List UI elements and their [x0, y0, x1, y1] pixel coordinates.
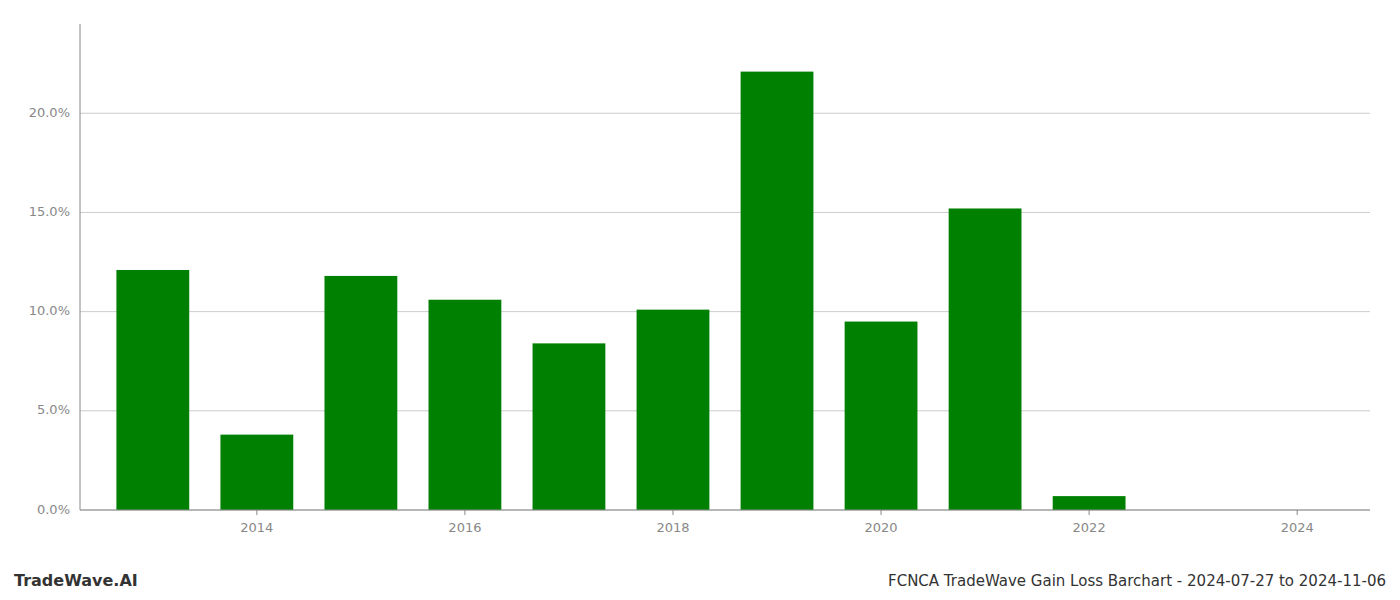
bars [116, 72, 1125, 510]
x-tick-label: 2014 [240, 520, 273, 535]
x-axis-line [80, 510, 1370, 511]
x-tick [256, 510, 257, 515]
watermark: TradeWave.AI [14, 571, 138, 590]
x-tick-label: 2022 [1073, 520, 1106, 535]
background [0, 0, 1400, 600]
bar [741, 72, 814, 510]
y-axis: 0.0% 5.0% 10.0% 15.0% 20.0% [29, 105, 70, 517]
grid-line [80, 311, 1370, 312]
grid [80, 113, 1370, 510]
x-tick-label: 2018 [656, 520, 689, 535]
y-tick-label: 20.0% [29, 105, 70, 120]
bar [845, 322, 918, 510]
x-axis: 2014 2016 2018 2020 2022 2024 [80, 510, 1370, 535]
y-tick-label: 10.0% [29, 303, 70, 318]
bar [324, 276, 397, 510]
grid-line [80, 212, 1370, 213]
y-axis-line [80, 24, 81, 510]
bar [220, 435, 293, 510]
y-tick-label: 15.0% [29, 204, 70, 219]
x-tick-label: 2024 [1281, 520, 1314, 535]
x-tick [464, 510, 465, 515]
bar [637, 310, 710, 510]
x-tick [672, 510, 673, 515]
x-tick [1297, 510, 1298, 515]
grid-line [80, 113, 1370, 114]
bar [429, 300, 502, 510]
title: FCNCA TradeWave Gain Loss Barchart - 202… [888, 572, 1386, 590]
x-tick [1089, 510, 1090, 515]
y-tick-label: 0.0% [37, 502, 70, 517]
grid-line [80, 410, 1370, 411]
bar [949, 208, 1022, 510]
bar [116, 270, 189, 510]
x-tick-label: 2020 [865, 520, 898, 535]
bar [1053, 496, 1126, 510]
grid-line [80, 510, 1370, 511]
y-tick-label: 5.0% [37, 402, 70, 417]
chart: 0.0%5.0%10.0%15.0%20.0%20142016201820202… [0, 0, 1400, 600]
x-tick-label: 2016 [448, 520, 481, 535]
bar [533, 343, 606, 510]
x-tick [881, 510, 882, 515]
